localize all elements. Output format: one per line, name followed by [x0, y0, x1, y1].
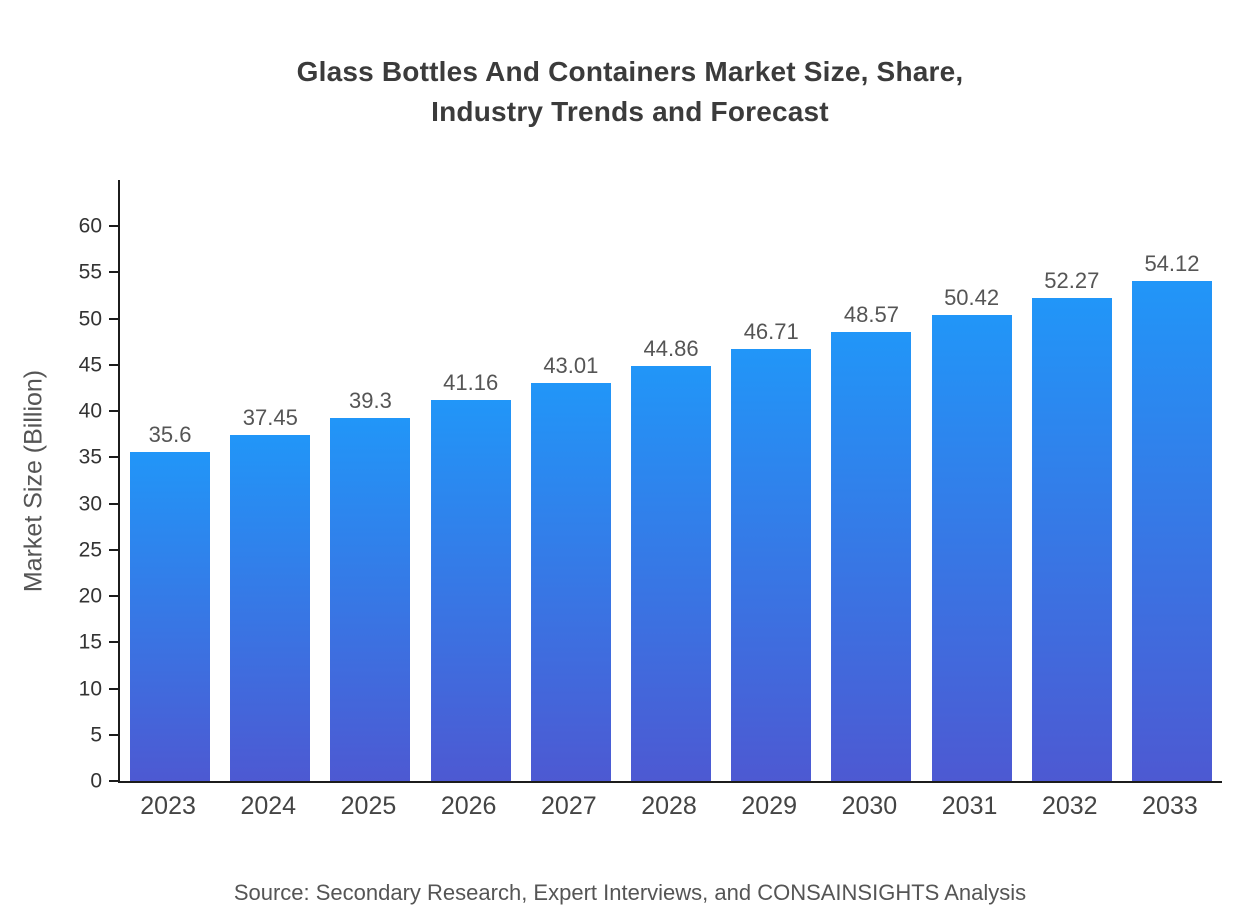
x-tick-label: 2023	[140, 792, 196, 820]
y-tick-mark	[109, 317, 118, 320]
bar-slot: 46.71	[721, 180, 821, 781]
bar	[430, 400, 511, 781]
y-tick-mark	[109, 687, 118, 690]
x-tick-label: 2029	[741, 792, 798, 820]
bar	[931, 314, 1012, 781]
bar	[130, 451, 211, 781]
y-tick-mark	[109, 410, 118, 413]
bar-slot: 37.45	[220, 180, 320, 781]
bar-value-label: 39.3	[349, 387, 392, 413]
y-tick-mark	[109, 780, 118, 782]
bar-value-label: 54.12	[1144, 250, 1200, 276]
x-tick-label: 2028	[641, 792, 697, 820]
bar-slot: 41.16	[421, 180, 521, 781]
x-tick-label: 2025	[340, 792, 397, 820]
bar	[230, 434, 311, 781]
bar-value-label: 41.16	[443, 370, 499, 396]
y-tick-mark	[109, 595, 118, 598]
bar-value-label: 43.01	[543, 353, 599, 379]
bar	[831, 331, 912, 781]
bar	[1131, 280, 1212, 781]
source-caption: Source: Secondary Research, Expert Inter…	[233, 880, 1027, 905]
bar-slot: 43.01	[521, 180, 621, 781]
y-tick-mark	[109, 548, 118, 551]
y-tick-label: 55	[78, 260, 102, 284]
bar-slot: 48.57	[821, 180, 921, 781]
y-tick-mark	[109, 456, 118, 459]
y-tick-label: 50	[78, 307, 102, 331]
y-tick-mark	[109, 641, 118, 644]
bar	[1031, 297, 1112, 781]
bar-slot: 52.27	[1022, 180, 1122, 781]
y-tick-label: 25	[78, 538, 102, 562]
y-tick-label: 5	[90, 723, 102, 747]
bar-slot: 44.86	[621, 180, 721, 781]
bar-slot: 54.12	[1122, 180, 1222, 781]
bar	[530, 383, 611, 781]
x-tick-label: 2033	[1142, 792, 1198, 820]
bar-slot: 50.42	[922, 180, 1022, 781]
x-tick-label: 2024	[240, 792, 297, 820]
x-axis-labels: 2023 2024 2025 2026 2027 2028 2029 2030 2031 2032…	[118, 792, 1220, 821]
y-tick-label: 0	[90, 769, 102, 793]
y-tick-mark	[109, 363, 118, 366]
bar-slot: 39.3	[320, 180, 420, 781]
bar-value-label: 37.45	[242, 404, 298, 430]
bar	[330, 417, 411, 781]
y-axis-label: Market Size (Billion)	[19, 369, 48, 593]
y-tick-label: 35	[78, 445, 102, 469]
x-tick-label: 2032	[1041, 792, 1098, 820]
x-tick-label: 2027	[541, 792, 597, 820]
bar	[631, 366, 712, 781]
bars-group: 35.6 37.45 39.3 41.16 43.01 44.86 46.71 48.57 50…	[120, 180, 1222, 781]
y-tick-label: 20	[78, 584, 102, 608]
x-tick-label: 2026	[440, 792, 497, 820]
y-tick-mark	[109, 502, 118, 505]
bar-slot: 35.6	[120, 180, 220, 781]
y-tick-label: 10	[78, 677, 102, 701]
y-tick-label: 60	[78, 214, 102, 238]
bar-value-label: 50.42	[944, 284, 1000, 310]
bar-value-label: 52.27	[1044, 267, 1100, 293]
bar-value-label: 48.57	[843, 301, 899, 327]
x-tick-label: 2030	[841, 792, 898, 820]
x-tick-label: 2031	[941, 792, 998, 820]
chart-title: Glass Bottles And Containers Market Size…	[296, 56, 964, 127]
y-tick-label: 30	[78, 492, 102, 516]
bar	[731, 349, 812, 781]
bar-value-label: 35.6	[148, 421, 192, 447]
y-tick-mark	[109, 733, 118, 736]
y-tick-label: 40	[78, 399, 102, 423]
y-tick-label: 15	[78, 630, 102, 654]
plot-area: 0 5 10 15 20 25 30 35 40 45 50 55 60 35.6 37.45 39.3 41…	[79, 180, 1222, 792]
y-tick-mark	[109, 225, 118, 228]
y-tick-label: 45	[78, 353, 102, 377]
bar-value-label: 44.86	[643, 336, 699, 362]
bar-value-label: 46.71	[743, 319, 799, 345]
y-tick-mark	[109, 271, 118, 274]
